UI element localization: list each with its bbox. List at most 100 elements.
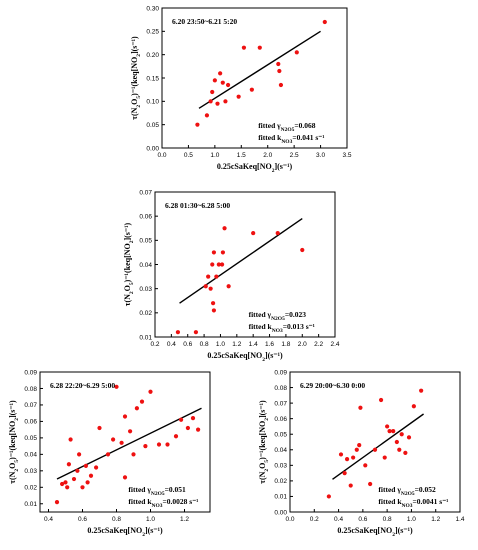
data-point (326, 494, 331, 499)
fit-gamma-annotation: fitted γN2O5=0.068 (258, 121, 316, 133)
x-tick-label: 2.2 (314, 341, 323, 348)
data-point (214, 274, 219, 279)
data-point (322, 19, 327, 25)
x-tick-label: 0.2 (150, 341, 159, 348)
x-tick-label: 0.6 (358, 516, 367, 523)
y-tick-label: 0.03 (24, 468, 37, 475)
fit-line (56, 407, 202, 480)
data-point (251, 230, 256, 236)
plot-frame (39, 371, 211, 513)
y-tick-label: 0.01 (24, 501, 37, 508)
data-point (403, 450, 408, 455)
data-point (358, 405, 363, 410)
data-point (85, 480, 90, 485)
data-point (208, 99, 213, 104)
data-point (222, 226, 227, 231)
x-tick-label: 1.4 (249, 341, 258, 348)
y-axis-label: τ(N2O5)⁻¹(keq[NO2](s⁻¹) (8, 400, 20, 484)
scatter-panel-3: 0.4 0.6 0.8 1.0 1.2 0.01 0.02 0.03 0.04 0.05 0.06 0… (8, 369, 211, 538)
y-tick-label: 0.20 (146, 52, 159, 59)
data-point (148, 389, 153, 394)
y-tick-label: 0.09 (24, 369, 37, 376)
y-tick-label: 0.06 (274, 416, 287, 423)
fit-line (198, 30, 321, 109)
x-tick-label: 2.0 (298, 341, 307, 348)
data-point (173, 434, 179, 439)
y-tick-label: 0.25 (146, 29, 159, 36)
data-point (406, 435, 412, 440)
data-point (372, 447, 378, 452)
data-point (226, 284, 231, 289)
data-point (211, 250, 217, 255)
data-point (54, 500, 60, 505)
data-point (249, 87, 254, 92)
data-point (215, 101, 220, 106)
x-tick-label: 0.0 (157, 152, 166, 159)
x-tick-label: 1.6 (265, 341, 274, 348)
x-tick-label: 0.0 (285, 516, 294, 523)
fit-line (332, 413, 424, 480)
data-point (385, 424, 390, 429)
x-tick-label: 0.4 (167, 341, 176, 348)
x-tick-label: 1.0 (210, 152, 219, 159)
data-point (131, 452, 136, 457)
y-tick-label: 0.07 (139, 189, 152, 196)
data-point (179, 417, 184, 422)
data-point (338, 452, 344, 457)
plot-frame (161, 7, 348, 149)
y-tick-label: 0.08 (24, 386, 37, 393)
x-tick-label: 2.0 (263, 152, 272, 159)
fit-line (179, 218, 303, 304)
y-tick-label: 0.02 (274, 478, 287, 485)
data-point (275, 230, 280, 236)
x-tick-label: 0.4 (334, 516, 343, 523)
fit-k-annotation: fitted kNO3=0.0028 s⁻¹ (128, 497, 198, 509)
x-tick-label: 1.2 (180, 516, 189, 523)
x-tick-label: 1.4 (455, 516, 464, 523)
data-point (294, 50, 299, 55)
y-tick-label: 0.04 (24, 452, 37, 459)
data-point (156, 442, 162, 447)
x-axis-label: 0.25cSaKeq[NO2](s⁻¹) (337, 526, 413, 538)
y-tick-label: 0.10 (146, 99, 159, 106)
fit-k-annotation: fitted kNO3=0.041 s⁻¹ (258, 133, 324, 145)
x-tick-label: 1.0 (407, 516, 416, 523)
data-point (195, 122, 200, 127)
data-point (387, 429, 392, 434)
x-tick-label: 0.8 (383, 516, 392, 523)
data-point (105, 452, 111, 457)
y-tick-label: 0.30 (146, 5, 159, 12)
data-point (210, 301, 216, 306)
data-point (134, 406, 139, 411)
data-point (225, 82, 231, 88)
data-point (94, 465, 99, 470)
data-point (65, 485, 70, 490)
data-point (276, 61, 281, 67)
data-point (139, 399, 145, 404)
y-tick-label: 0.04 (139, 262, 152, 269)
x-tick-label: 1.2 (431, 516, 440, 523)
data-point (193, 330, 199, 335)
data-point (218, 71, 223, 76)
y-tick-label: 0.05 (274, 432, 287, 439)
data-point (348, 483, 353, 488)
plot-frame (289, 371, 461, 513)
x-tick-label: 0.8 (200, 341, 209, 348)
y-tick-label: 0.01 (139, 334, 152, 341)
data-point (71, 476, 77, 482)
panel-title: 6.20 23:50~6.21 5:20 (172, 17, 237, 26)
x-tick-label: 3.0 (316, 152, 325, 159)
y-tick-label: 0.00 (146, 145, 159, 152)
y-tick-label: 0.02 (24, 485, 37, 492)
data-point (60, 481, 65, 487)
panel-title: 6.28 01:30~6.28 5:00 (165, 201, 230, 210)
data-point (220, 80, 225, 85)
x-tick-label: 2.4 (330, 341, 339, 348)
data-point (257, 45, 262, 50)
data-point (394, 439, 399, 445)
x-axis-label: 0.25cSaKeq[NO2](s⁻¹) (217, 162, 293, 174)
data-point (419, 388, 424, 393)
x-tick-label: 1.5 (237, 152, 246, 159)
data-point (210, 89, 215, 95)
